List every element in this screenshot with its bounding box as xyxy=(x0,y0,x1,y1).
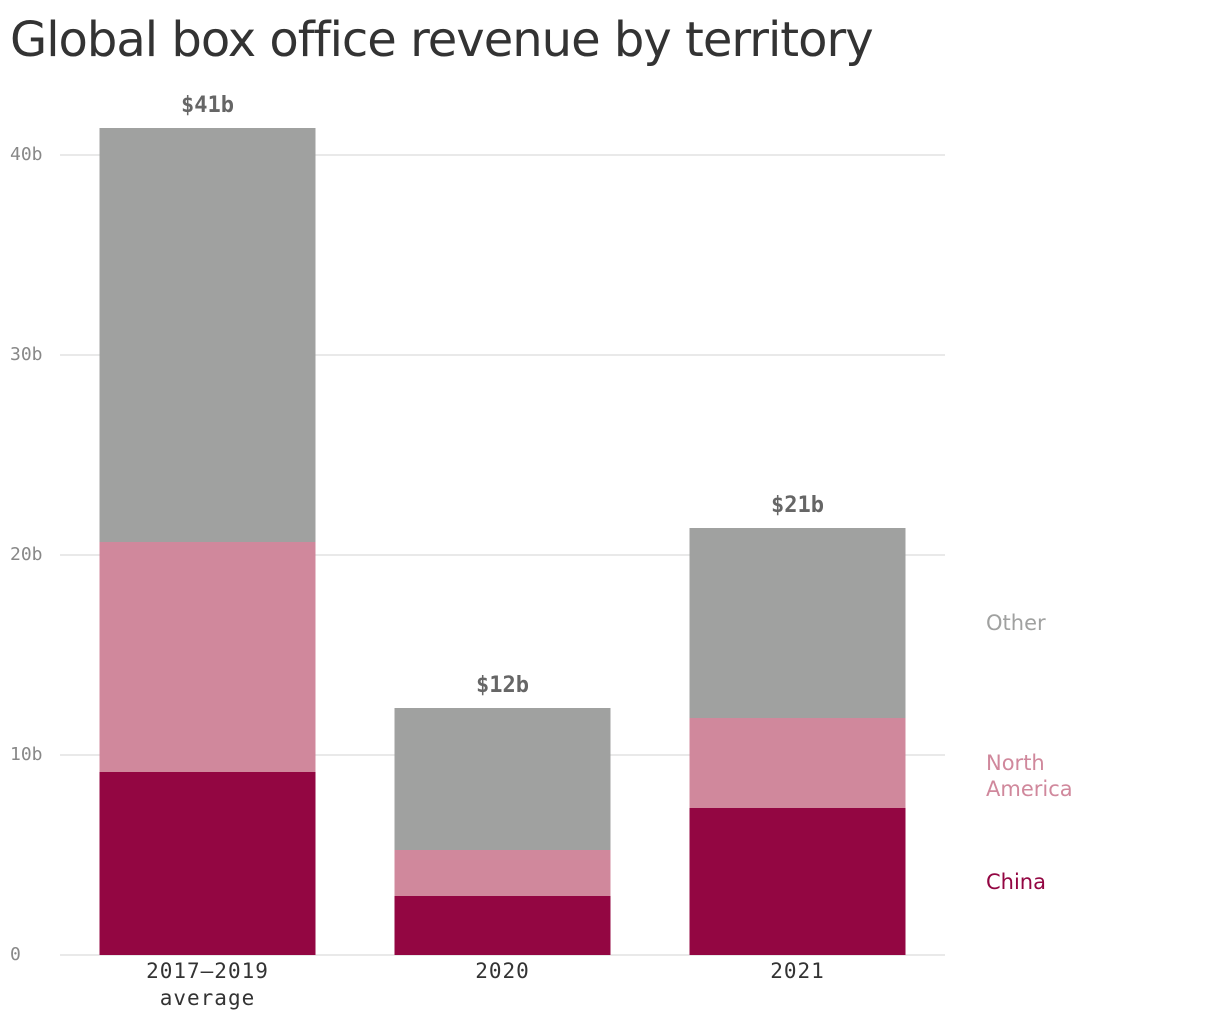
x-tick-label: 2021 xyxy=(770,959,825,983)
y-tick-label: 30b xyxy=(10,344,43,365)
y-tick-label: 0 xyxy=(10,944,21,965)
y-tick-label: 20b xyxy=(10,544,43,565)
bar-segment xyxy=(99,128,316,542)
total-label: $21b xyxy=(771,493,824,518)
legend-entry: China xyxy=(986,869,1046,894)
total-label: $41b xyxy=(181,93,234,118)
x-tick-label: 2017–2019 average xyxy=(146,959,269,1010)
bar-segment xyxy=(394,850,611,896)
legend-entry: Other xyxy=(986,611,1046,635)
x-tick-label: 2020 xyxy=(475,959,530,983)
bar-segment xyxy=(394,708,611,850)
bar-segment xyxy=(689,718,906,808)
y-tick-label: 40b xyxy=(10,144,43,165)
bar-segment xyxy=(689,528,906,718)
bar-segment xyxy=(689,808,906,955)
bar-segment xyxy=(394,896,611,955)
chart-title: Global box office revenue by territory xyxy=(10,12,874,68)
y-tick-label: 10b xyxy=(10,744,43,765)
total-label: $12b xyxy=(476,673,529,698)
legend-entry: North America xyxy=(986,751,1073,801)
bar-segment xyxy=(99,772,316,955)
bar-segment xyxy=(99,542,316,772)
